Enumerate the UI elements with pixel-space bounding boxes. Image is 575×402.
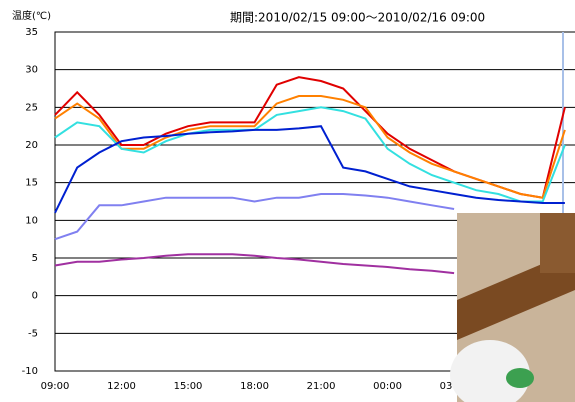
photo-mask	[506, 368, 534, 388]
series-line	[54, 125, 565, 214]
x-tick-label: 12:00	[107, 381, 136, 392]
chart-title: 期間:2010/02/15 09:00〜2010/02/16 09:00	[230, 11, 485, 25]
series-line	[54, 193, 455, 241]
series-line	[54, 95, 566, 199]
y-tick-label: 20	[25, 140, 38, 151]
y-tick-label: 25	[25, 102, 38, 113]
y-axis-label: 温度(℃)	[12, 9, 51, 22]
y-tick-label: 5	[32, 253, 38, 264]
x-tick-label: 00:00	[373, 381, 402, 392]
y-tick-label: 0	[32, 291, 38, 302]
y-tick-label: -10	[22, 366, 38, 377]
series-line	[54, 106, 566, 203]
y-tick-label: 30	[25, 65, 38, 76]
y-tick-label: 35	[25, 27, 38, 38]
x-tick-label: 09:00	[41, 381, 70, 392]
y-tick-label: 15	[25, 178, 38, 189]
photo	[450, 213, 575, 402]
plot-frame	[54, 31, 575, 372]
photo-person	[450, 340, 530, 402]
photo-post	[540, 213, 575, 273]
x-tick-label: 21:00	[307, 381, 336, 392]
x-tick-label: 15:00	[174, 381, 203, 392]
y-tick-label: -5	[28, 328, 38, 339]
series-lines	[54, 76, 566, 275]
x-tick-label: 18:00	[240, 381, 269, 392]
series-line	[54, 253, 455, 275]
y-tick-label: 10	[25, 215, 38, 226]
